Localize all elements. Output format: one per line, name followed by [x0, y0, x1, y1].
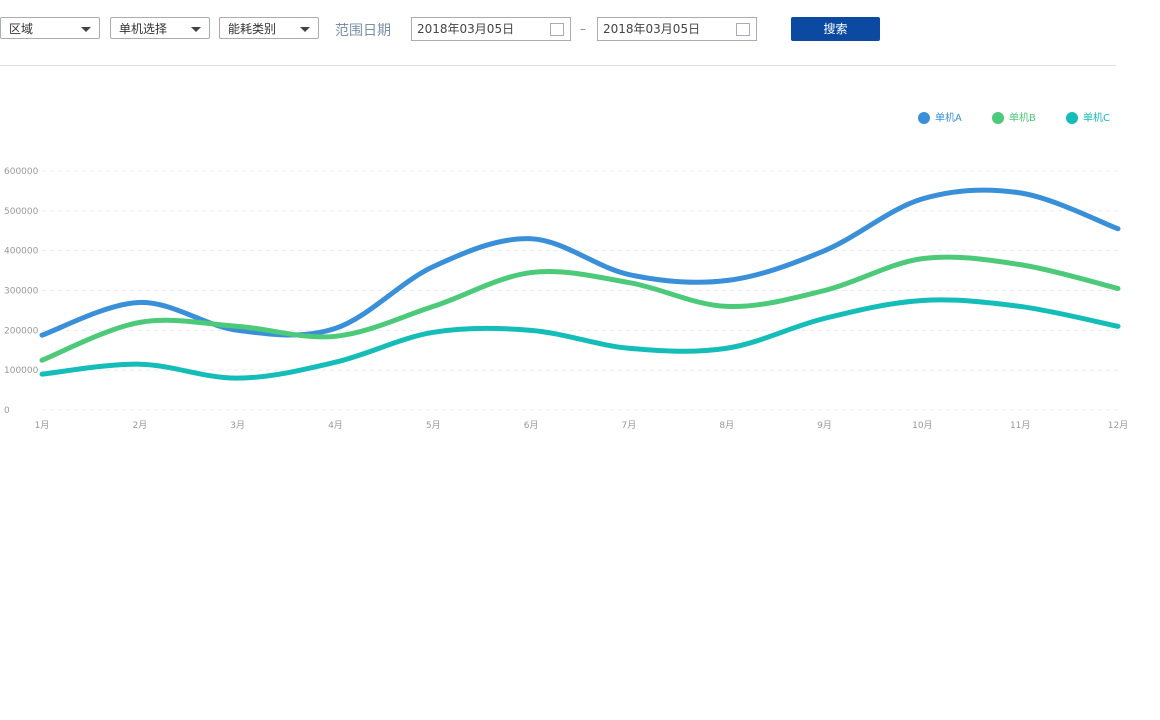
unit-select[interactable]: 单机选择	[110, 17, 210, 39]
y-tick-label: 100000	[4, 366, 39, 376]
end-date-text: 2018年03月05日	[603, 22, 701, 36]
x-tick-label: 2月	[132, 420, 147, 431]
series-line	[39, 297, 1121, 381]
x-tick-label: 5月	[426, 420, 441, 431]
divider	[0, 65, 1116, 66]
date-label: 范围日期	[335, 23, 391, 39]
search-button[interactable]: 搜索	[791, 17, 880, 41]
end-date[interactable]: 2018年03月05日	[597, 17, 757, 41]
x-tick-label: 4月	[328, 420, 343, 431]
legend-swatch	[918, 112, 930, 124]
category-select[interactable]: 能耗类别	[219, 17, 319, 39]
legend-label: 单机C	[1083, 111, 1110, 124]
x-tick-label: 6月	[524, 420, 539, 431]
region-select[interactable]: 区域	[0, 17, 100, 39]
series-line	[39, 187, 1121, 338]
start-date-text: 2018年03月05日	[417, 22, 515, 36]
start-date[interactable]: 2018年03月05日	[411, 17, 571, 41]
y-tick-label: 300000	[4, 287, 39, 297]
y-tick-label: 600000	[4, 167, 39, 177]
x-tick-label: 8月	[719, 420, 734, 431]
legend-swatch	[1066, 112, 1078, 124]
y-tick-label: 0	[4, 406, 10, 416]
x-tick-label: 9月	[817, 420, 832, 431]
series-line	[39, 254, 1121, 363]
calendar-icon	[736, 23, 750, 36]
x-tick-label: 10月	[912, 420, 932, 431]
legend-label: 单机B	[1009, 111, 1036, 124]
x-tick-label: 3月	[230, 420, 245, 431]
x-tick-label: 12月	[1108, 420, 1128, 431]
date-separator: –	[580, 22, 586, 36]
y-tick-label: 400000	[4, 247, 39, 257]
y-tick-label: 200000	[4, 326, 39, 336]
x-tick-label: 1月	[35, 420, 50, 431]
x-tick-label: 11月	[1010, 420, 1030, 431]
x-tick-label: 7月	[622, 420, 637, 431]
y-tick-label: 500000	[4, 207, 39, 217]
legend-label: 单机A	[935, 111, 962, 124]
legend-swatch	[992, 112, 1004, 124]
calendar-icon	[550, 23, 564, 36]
